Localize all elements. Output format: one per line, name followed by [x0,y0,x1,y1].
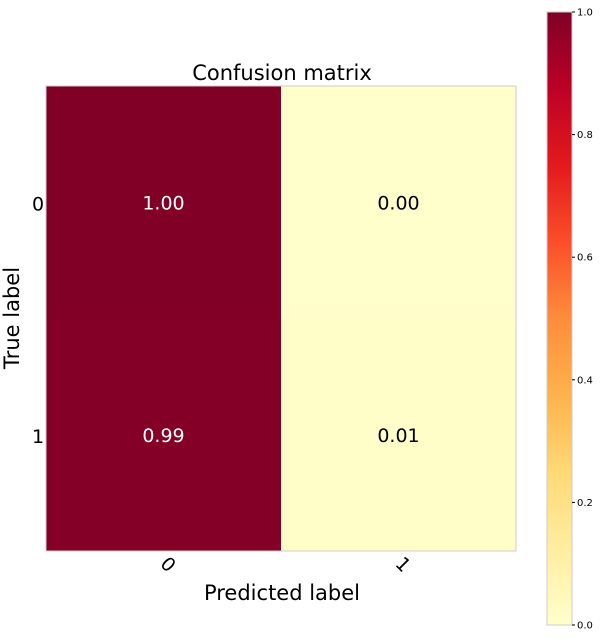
y-tick-label: 0 [32,193,44,215]
y-axis-label: True label [0,267,24,370]
colorbar-tick-label: 1.0 [577,8,593,19]
colorbar-tick-label: 0.4 [577,375,593,386]
colorbar-tick-label: 0.8 [577,130,593,141]
y-tick-labels: 01 [32,193,44,448]
cell-value-label: 1.00 [142,192,184,214]
colorbar-tick-label: 0.0 [577,621,593,632]
cell-value-label: 0.00 [377,192,419,214]
plot-frame [45,85,517,552]
cell-value-label: 0.99 [142,425,184,447]
cell-value-label: 0.01 [377,425,419,447]
x-axis-label: Predicted label [204,581,360,605]
colorbar-tick-label: 0.2 [577,498,593,509]
heatmap-cells [46,86,516,551]
y-tick-label: 1 [32,426,44,448]
colorbar-tick-label: 0.6 [577,253,593,264]
chart-title: Confusion matrix [192,61,372,85]
x-tick-label: 0 [156,553,180,577]
heatmap-cell-labels: 1.00 0.00 0.99 0.01 [142,192,419,447]
heatmap-cell [281,318,516,551]
x-tick-label: 1 [391,553,415,577]
colorbar [546,11,573,626]
colorbar-ticks: 0.0 0.2 0.4 0.6 0.8 1.0 [572,8,593,632]
heatmap-cell [46,86,281,319]
heatmap-cell [281,86,516,319]
heatmap-cell [46,318,281,551]
